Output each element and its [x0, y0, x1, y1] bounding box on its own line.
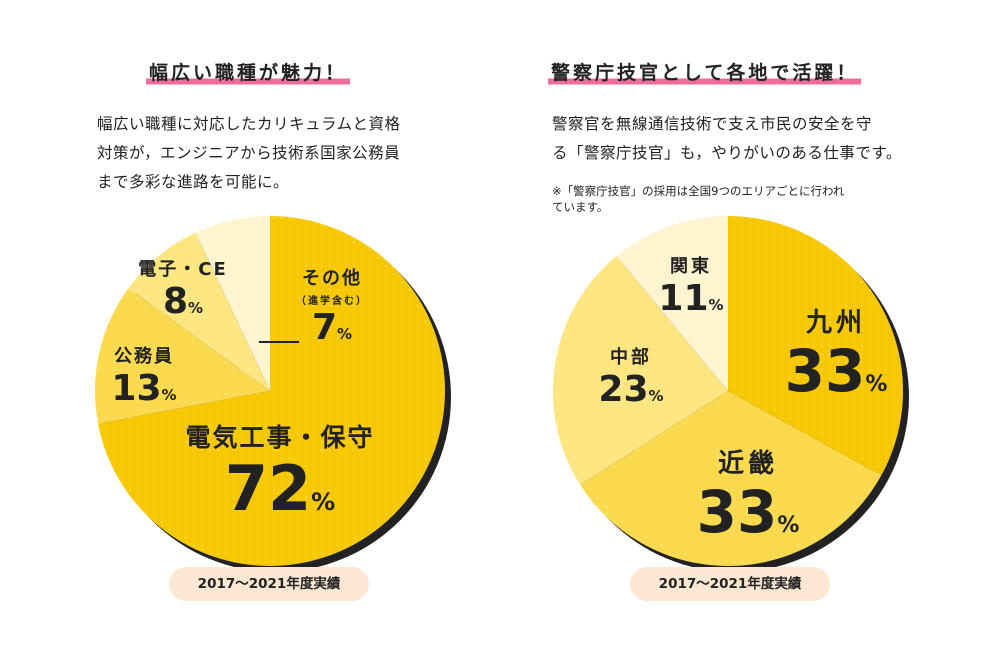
leader-line — [259, 341, 299, 343]
slice-name: 電子・CE — [138, 259, 228, 280]
slice-name: 関東 — [670, 256, 712, 277]
right-slice-pattern — [580, 391, 882, 566]
slice-name: 中部 — [610, 347, 652, 368]
left-pie-slice-1 — [95, 288, 270, 424]
slice-value: 7 — [311, 307, 338, 348]
slice-value: 13 — [111, 368, 162, 409]
slice-name: 公務員 — [114, 346, 174, 367]
slice-value: 33 — [784, 337, 866, 405]
slice-unit: % — [161, 386, 177, 404]
left-slice-pattern — [195, 216, 270, 391]
right-description-line: る「警察庁技官」も，やりがいのある仕事です。 — [552, 144, 902, 162]
right-pie-slice-2 — [553, 256, 728, 485]
left-period-badge: 2017〜2021年度実績 — [169, 567, 369, 601]
left-pie-slice-3 — [195, 216, 270, 391]
right-description-line: 警察官を無線通信技術で支え市民の安全を守 — [552, 115, 873, 133]
right-slice-pattern — [728, 216, 903, 476]
left-pie-slice-0 — [98, 216, 445, 566]
slice-unit: % — [311, 488, 336, 516]
left-slice-pattern — [98, 216, 445, 566]
slice-value: 33 — [696, 478, 778, 546]
slice-unit: % — [337, 325, 353, 343]
slice-unit: % — [188, 299, 204, 317]
right-slice-label-0: 九州 33% — [766, 302, 906, 401]
right-note-line: ています。 — [552, 200, 609, 214]
left-slice-pattern — [95, 288, 270, 424]
right-slice-label-2: 中部 23% — [586, 343, 676, 409]
left-slice-label-0: 電気工事・保守 72% — [180, 418, 380, 520]
right-pie-slice-3 — [616, 216, 728, 391]
left-description-line: 対策が，エンジニアから技術系国家公務員 — [97, 144, 401, 162]
slice-unit: % — [777, 513, 800, 538]
right-heading: 警察庁技官として各地で活躍！ — [548, 60, 862, 86]
right-pie-chart — [553, 216, 909, 572]
left-panel: 幅広い職種が魅力！ 幅広い職種に対応したカリキュラムと資格 対策が，エンジニアか… — [94, 60, 451, 601]
right-pie-slice-0 — [728, 216, 903, 476]
slice-name: 近畿 — [717, 449, 778, 479]
slice-value: 8 — [162, 281, 189, 322]
right-pie-slice-1 — [580, 391, 882, 566]
left-description-line: 幅広い職種に対応したカリキュラムと資格 — [97, 115, 401, 133]
right-description: 警察官を無線通信技術で支え市民の安全を守 る「警察庁技官」も，やりがいのある仕事… — [552, 110, 902, 168]
right-slice-label-1: 近畿 33% — [678, 443, 818, 542]
right-panel: 警察庁技官として各地で活躍！ 警察官を無線通信技術で支え市民の安全を守 る「警察… — [500, 0, 1000, 666]
slice-value: 23 — [598, 369, 649, 410]
left-slice-label-2: 電子・CE 8% — [128, 255, 238, 321]
slice-value: 72 — [224, 452, 312, 525]
left-heading: 幅広い職種が魅力！ — [146, 60, 351, 86]
left-pie-chart — [95, 216, 451, 572]
slice-sublabel: （進学含む） — [296, 296, 368, 307]
right-slice-pattern — [616, 216, 728, 391]
slice-unit: % — [648, 387, 664, 405]
right-note: ※「警察庁技官」の採用は全国9つのエリアごとに行われ ています。 — [552, 183, 844, 215]
left-description: 幅広い職種に対応したカリキュラムと資格 対策が，エンジニアから技術系国家公務員 … — [97, 110, 401, 197]
slice-name: 電気工事・保守 — [185, 423, 375, 452]
right-period-badge: 2017〜2021年度実績 — [630, 567, 830, 601]
slice-name: その他 — [302, 268, 362, 289]
slice-value: 11 — [658, 278, 709, 319]
left-description-line: まで多彩な進路を可能に。 — [97, 173, 290, 191]
right-note-line: ※「警察庁技官」の採用は全国9つのエリアごとに行われ — [552, 184, 845, 198]
left-slice-pattern — [128, 232, 270, 391]
right-slice-label-3: 関東 11% — [646, 252, 736, 318]
slice-unit: % — [708, 296, 724, 314]
slice-name: 九州 — [805, 308, 866, 338]
slice-unit: % — [865, 372, 888, 397]
right-slice-pattern — [553, 256, 728, 485]
left-slice-label-1: 公務員 13% — [94, 342, 194, 408]
left-pie-slice-2 — [128, 232, 270, 391]
left-slice-label-3: その他 （進学含む） 7% — [272, 264, 392, 347]
